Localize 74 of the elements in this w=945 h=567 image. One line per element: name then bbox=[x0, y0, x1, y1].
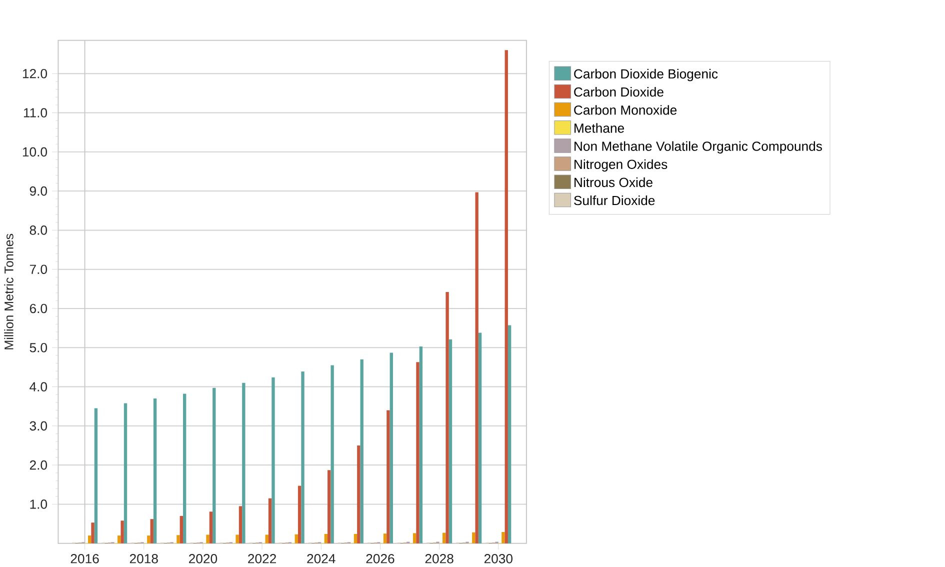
x-tick-label: 2018 bbox=[130, 554, 158, 564]
bar bbox=[265, 534, 268, 544]
bar bbox=[294, 534, 298, 544]
bar bbox=[88, 535, 92, 544]
bar bbox=[416, 362, 420, 544]
legend-label: Non Methane Volatile Organic Compounds bbox=[574, 141, 822, 154]
bar bbox=[206, 534, 210, 544]
bar bbox=[504, 50, 508, 544]
bar bbox=[242, 382, 246, 544]
bar bbox=[442, 532, 446, 544]
bar bbox=[180, 516, 183, 544]
bar bbox=[91, 522, 94, 544]
bar bbox=[360, 359, 364, 544]
bar bbox=[386, 410, 390, 544]
bar bbox=[153, 398, 157, 544]
y-tick-label: 8.0 bbox=[30, 225, 48, 235]
bar bbox=[472, 532, 476, 544]
bar bbox=[209, 511, 213, 544]
x-tick-label: 2022 bbox=[248, 554, 276, 564]
bar bbox=[508, 325, 512, 544]
y-axis-title: Million Metric Tonnes bbox=[4, 234, 14, 349]
bar bbox=[120, 520, 124, 544]
bar bbox=[383, 533, 387, 544]
legend-label: Carbon Dioxide Biogenic bbox=[574, 68, 718, 81]
x-tick-label: 2020 bbox=[189, 554, 218, 564]
bar bbox=[94, 408, 98, 544]
bar bbox=[182, 394, 186, 544]
bar bbox=[357, 445, 360, 544]
legend-label: Carbon Monoxide bbox=[574, 104, 677, 115]
legend-label: Nitrogen Oxides bbox=[574, 159, 668, 172]
bar bbox=[478, 332, 482, 544]
y-tick-label: 11.0 bbox=[24, 108, 48, 118]
bar bbox=[268, 498, 272, 544]
y-tick-label: 12.0 bbox=[22, 68, 48, 78]
bar bbox=[354, 534, 358, 544]
bar bbox=[298, 486, 302, 544]
x-tick-label: 2026 bbox=[366, 554, 394, 564]
legend-label: Nitrous Oxide bbox=[574, 177, 652, 187]
x-tick-label: 2016 bbox=[70, 554, 99, 564]
bar bbox=[118, 535, 121, 544]
y-tick-label: 6.0 bbox=[30, 304, 48, 313]
y-tick-label: 7.0 bbox=[30, 264, 48, 274]
bar bbox=[238, 506, 242, 544]
bar bbox=[212, 388, 216, 544]
bar bbox=[301, 371, 304, 544]
y-tick-label: 2.0 bbox=[30, 460, 48, 470]
bar bbox=[236, 534, 239, 544]
bar bbox=[150, 518, 154, 544]
y-tick-label: 1.0 bbox=[30, 499, 48, 509]
bar bbox=[147, 535, 150, 544]
bar bbox=[446, 292, 449, 544]
legend-label: Carbon Dioxide bbox=[574, 86, 664, 96]
bar bbox=[412, 532, 416, 544]
legend-label: Sulfur Dioxide bbox=[574, 195, 655, 205]
y-tick-label: 10.0 bbox=[22, 147, 48, 156]
bar bbox=[390, 352, 393, 544]
bar bbox=[176, 534, 180, 544]
x-tick-label: 2028 bbox=[425, 554, 454, 564]
y-tick-label: 5.0 bbox=[30, 342, 48, 352]
y-tick-label: 9.0 bbox=[30, 186, 48, 196]
bar bbox=[124, 402, 128, 544]
bar bbox=[324, 534, 328, 544]
bar bbox=[330, 365, 334, 544]
bar bbox=[448, 339, 452, 544]
bar bbox=[502, 532, 505, 544]
bar bbox=[272, 377, 275, 544]
bar bbox=[475, 192, 478, 544]
legend-label: Methane bbox=[574, 122, 624, 133]
bar bbox=[419, 346, 423, 544]
x-tick-label: 2030 bbox=[484, 554, 512, 564]
y-tick-label: 4.0 bbox=[30, 382, 48, 392]
bar bbox=[328, 470, 331, 544]
x-tick-label: 2024 bbox=[307, 554, 336, 564]
y-tick-label: 3.0 bbox=[30, 421, 48, 430]
